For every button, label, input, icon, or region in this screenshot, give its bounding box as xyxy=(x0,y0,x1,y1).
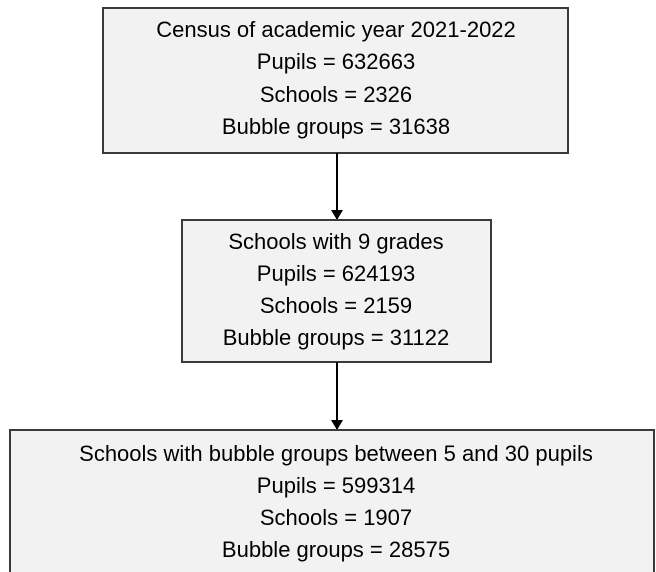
node-line: Bubble groups = 31638 xyxy=(222,114,450,139)
node-box xyxy=(9,429,655,572)
node-title: Schools with bubble groups between 5 and… xyxy=(79,441,593,466)
node: Schools with bubble groups between 5 and… xyxy=(9,429,655,572)
node-line: Schools = 1907 xyxy=(260,505,412,530)
node: Census of academic year 2021-2022 Pupils… xyxy=(102,7,569,154)
node-line: Schools = 2326 xyxy=(260,82,412,107)
node-line: Pupils = 632663 xyxy=(257,49,415,74)
node-title: Schools with 9 grades xyxy=(228,229,443,254)
node-line: Bubble groups = 31122 xyxy=(223,325,450,350)
node: Schools with 9 grades Pupils = 624193 Sc… xyxy=(181,219,492,363)
node-box xyxy=(181,219,492,363)
node-title: Census of academic year 2021-2022 xyxy=(156,17,516,42)
node-line: Pupils = 624193 xyxy=(257,261,415,286)
node-box xyxy=(102,7,569,154)
node-line: Bubble groups = 28575 xyxy=(222,537,450,562)
node-line: Pupils = 599314 xyxy=(257,473,415,498)
node-line: Schools = 2159 xyxy=(260,293,412,318)
